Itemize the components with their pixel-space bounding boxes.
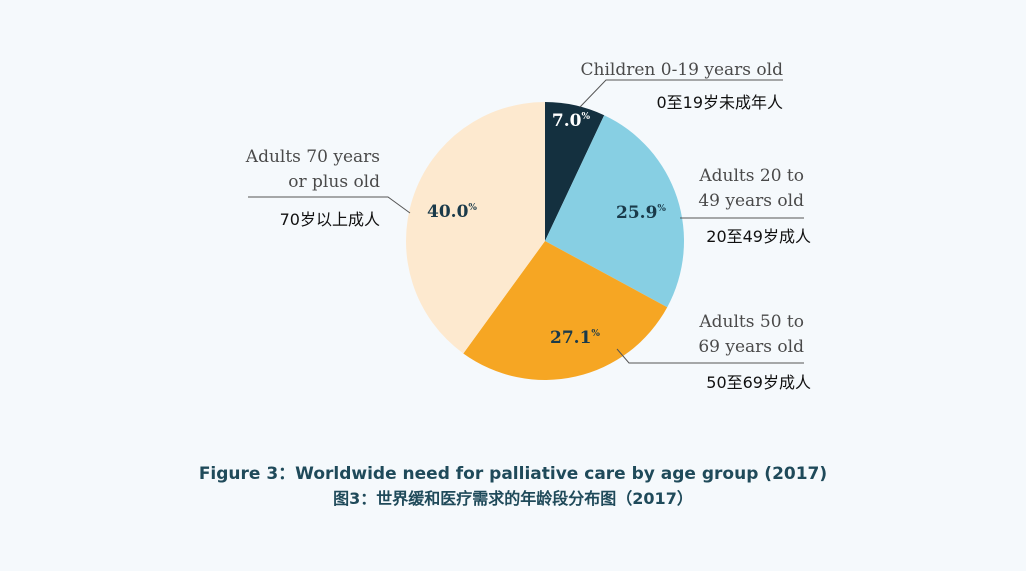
- pie-slice-1: [545, 115, 685, 308]
- figure-caption-zh: 图3：世界缓和医疗需求的年龄段分布图（2017）: [333, 489, 693, 508]
- slice-label-en-2: Adults 50 to: [698, 312, 804, 332]
- slice-label-zh-2: 50至69岁成人: [706, 373, 811, 392]
- pie-slice-2: [463, 241, 668, 381]
- slice-label-en-1: Adults 20 to: [698, 166, 804, 186]
- pct-label-0: 7.0%: [552, 111, 591, 131]
- slice-label-zh-0: 0至19岁未成年人: [656, 93, 783, 112]
- slice-label-zh-1: 20至49岁成人: [706, 227, 811, 246]
- slice-label-zh-3: 70岁以上成人: [280, 210, 380, 229]
- pct-label-2: 27.1%: [550, 328, 600, 348]
- leader-line-3: [248, 196, 411, 214]
- leader-line-2: [616, 348, 804, 364]
- figure-caption-en: Figure 3：Worldwide need for palliative c…: [198, 464, 828, 484]
- pie-slice-3: [406, 102, 545, 354]
- slice-label-en-0: Children 0-19 years old: [581, 60, 784, 80]
- slice-label-en-1: 49 years old: [698, 191, 804, 211]
- pct-label-1: 25.9%: [616, 203, 666, 223]
- pct-label-3: 40.0%: [427, 202, 477, 222]
- slice-label-en-2: 69 years old: [698, 337, 804, 357]
- pie-slice-0: [545, 102, 605, 241]
- leader-line-0: [579, 79, 783, 108]
- slice-label-en-3: Adults 70 years: [245, 147, 380, 167]
- slice-label-en-3: or plus old: [288, 172, 380, 192]
